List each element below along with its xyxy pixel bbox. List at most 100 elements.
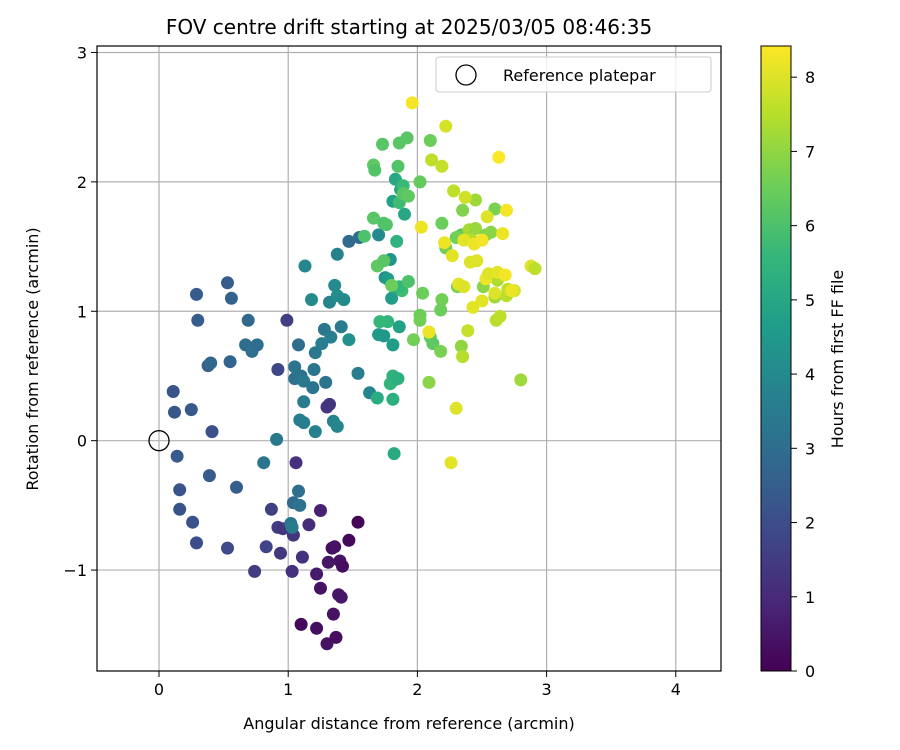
scatter-point (416, 286, 430, 300)
scatter-point (456, 350, 470, 364)
data-points (166, 96, 542, 651)
colorbar-label: Hours from first FF file (828, 270, 847, 449)
scatter-point (376, 137, 389, 151)
scatter-point (454, 339, 468, 353)
scatter-point (367, 211, 380, 225)
scatter-point (413, 313, 427, 327)
reference-platepar-marker (148, 430, 170, 452)
colorbar-tick-label: 6 (805, 217, 815, 236)
scatter-point (496, 227, 510, 241)
scatter-point (295, 550, 309, 564)
scatter-point (400, 131, 414, 145)
scatter-point (274, 546, 287, 560)
scatter-point (230, 480, 243, 494)
scatter-point (342, 533, 356, 547)
x-tick-label: 2 (412, 680, 422, 699)
y-tick-label: 0 (77, 432, 87, 451)
scatter-point (401, 189, 415, 203)
scatter-point (223, 355, 237, 369)
scatter-point (205, 425, 219, 439)
scatter-point (293, 498, 307, 512)
scatter-point (444, 456, 458, 470)
scatter-point (310, 621, 324, 635)
scatter-point (241, 313, 255, 327)
scatter-point (305, 293, 318, 307)
scatter-point (337, 293, 351, 307)
y-tick-label: 1 (77, 302, 87, 321)
legend: Reference platepar (435, 56, 712, 93)
scatter-point (475, 294, 489, 308)
scatter-point (423, 134, 437, 147)
scatter-point (298, 259, 312, 273)
scatter-point (505, 284, 519, 298)
legend-box (435, 56, 712, 93)
scatter-point (330, 247, 344, 261)
colorbar-tick-label: 5 (805, 291, 815, 310)
scatter-point (323, 397, 336, 411)
scatter-point (173, 502, 187, 516)
chart-title: FOV centre drift starting at 2025/03/05 … (166, 15, 652, 39)
scatter-point (493, 309, 507, 323)
scatter-point (475, 233, 489, 247)
scatter-point (328, 540, 342, 554)
colorbar-frame (760, 45, 792, 672)
colorbar-tick-label: 2 (805, 514, 815, 533)
scatter-point (297, 395, 311, 409)
scatter-point (320, 637, 334, 651)
scatter-point (329, 630, 343, 644)
x-tick-label: 3 (541, 680, 551, 699)
scatter-point (248, 564, 262, 578)
scatter-point (445, 249, 459, 263)
scatter-point (297, 416, 311, 430)
scatter-point (288, 360, 302, 374)
scatter-point (191, 313, 205, 327)
scatter-point (334, 320, 348, 334)
scatter-point (190, 536, 203, 550)
scatter-point (292, 484, 305, 498)
x-tick-label: 4 (671, 680, 681, 699)
legend-label: Reference platepar (503, 66, 656, 85)
scatter-point (321, 555, 335, 569)
grid-lines (97, 46, 721, 671)
scatter-point (377, 254, 391, 268)
colorbar-fill (761, 46, 791, 671)
scatter-point (289, 456, 303, 470)
colorbar-tick-label: 3 (805, 439, 815, 458)
y-tick-label: 2 (77, 173, 87, 192)
scatter-point (308, 346, 322, 360)
scatter-point (528, 262, 542, 276)
scatter-point (190, 287, 203, 301)
scatter-point (314, 581, 327, 595)
scatter-point (166, 385, 180, 398)
scatter-point (319, 375, 333, 389)
scatter-point (326, 607, 340, 621)
scatter-point (351, 366, 365, 380)
scatter-point (357, 229, 371, 243)
colorbar-tick-label: 0 (805, 662, 815, 681)
scatter-point (302, 518, 316, 532)
scatter-point (466, 300, 480, 314)
scatter-point (170, 449, 184, 463)
scatter-point (434, 303, 448, 317)
scatter-point (439, 119, 453, 133)
scatter-point (373, 315, 387, 329)
scatter-point (390, 234, 404, 248)
scatter-point (270, 432, 284, 446)
scatter-point (469, 222, 482, 235)
scatter-point (492, 150, 506, 164)
scatter-point (470, 254, 484, 268)
scatter-point (202, 469, 216, 483)
scatter-point (457, 280, 471, 294)
scatter-point (292, 338, 305, 352)
colorbar-tick-label: 1 (805, 588, 815, 607)
scatter-point (398, 207, 411, 221)
scatter-point (264, 502, 278, 516)
scatter-point (351, 515, 365, 529)
colorbar-tick-label: 7 (805, 142, 815, 161)
scatter-point (488, 286, 502, 300)
scatter-point (456, 203, 470, 217)
scatter-point (257, 456, 271, 470)
scatter-point (449, 401, 463, 415)
scatter-point (480, 210, 494, 224)
